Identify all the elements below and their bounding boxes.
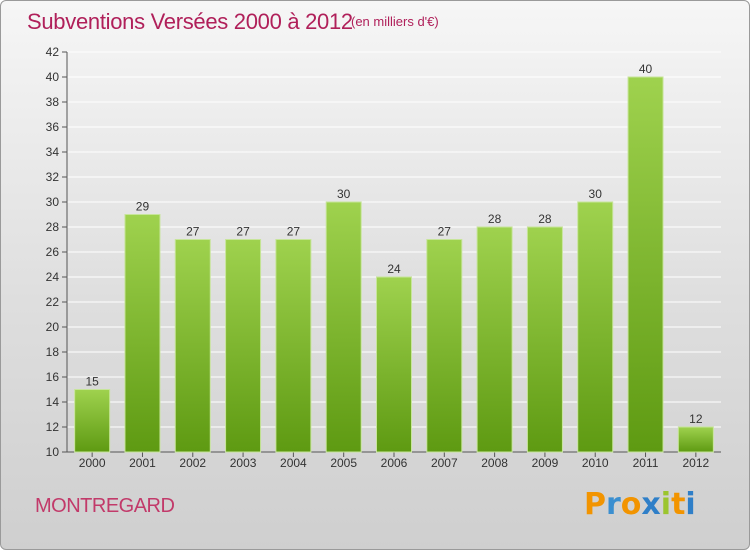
x-tick-label-2001: 2001 xyxy=(129,456,156,470)
logo-letter: r xyxy=(606,487,621,522)
bar-2005 xyxy=(325,201,362,453)
y-tick-label: 34 xyxy=(46,145,60,159)
x-tick-label-2002: 2002 xyxy=(179,456,206,470)
y-tick-label: 26 xyxy=(46,245,60,259)
y-tick-labels: 10 12 14 16 18 20 22 24 26 28 30 32 34 36 38 40 42 xyxy=(46,45,60,459)
logo-letter: o xyxy=(620,487,642,522)
proxiti-logo: Proxiti xyxy=(584,487,696,522)
y-tick-label: 22 xyxy=(46,295,60,309)
y-tick-label: 36 xyxy=(46,120,60,134)
data-label-2006: 24 xyxy=(387,262,401,276)
bar-2004 xyxy=(275,239,312,453)
data-label-2003: 27 xyxy=(236,225,250,239)
data-label-2007: 27 xyxy=(438,225,452,239)
commune-name: MONTREGARD xyxy=(35,495,175,517)
x-tick-label-2012: 2012 xyxy=(682,456,709,470)
data-label-2011: 40 xyxy=(639,62,653,76)
logo-letter: x xyxy=(641,487,661,522)
data-label-2012: 12 xyxy=(689,412,703,426)
chart-title: Subventions Versées 2000 à 2012 xyxy=(27,9,353,34)
x-tick-label-2007: 2007 xyxy=(431,456,458,470)
y-tick-label: 16 xyxy=(46,370,60,384)
bar-2011 xyxy=(627,76,664,453)
x-tick-label-2005: 2005 xyxy=(330,456,357,470)
x-tick-label-2008: 2008 xyxy=(481,456,508,470)
bar-2001 xyxy=(124,214,161,453)
bar-2006 xyxy=(376,276,412,453)
data-label-2000: 15 xyxy=(85,375,99,389)
bar-2010 xyxy=(577,201,614,453)
bar-2008 xyxy=(476,226,513,453)
bar-2007 xyxy=(426,239,463,453)
bar-2002 xyxy=(174,239,211,453)
y-tick-label: 42 xyxy=(46,45,60,59)
y-tick-label: 30 xyxy=(46,195,60,209)
data-label-2009: 28 xyxy=(538,212,552,226)
chart-subtitle: (en milliers d'€) xyxy=(351,14,439,29)
bar-2012 xyxy=(677,426,714,453)
y-tick-label: 10 xyxy=(46,445,60,459)
y-tick-label: 12 xyxy=(46,420,60,434)
logo-letter: t xyxy=(671,487,686,522)
bars xyxy=(74,76,714,453)
data-label-2004: 27 xyxy=(287,225,301,239)
data-labels: 15 29 27 27 27 30 24 27 28 28 30 40 12 xyxy=(85,62,702,426)
x-tick-labels: 2000 2001 2002 2003 2004 2005 2006 2007 2008 2009… xyxy=(79,456,710,470)
y-tick-label: 18 xyxy=(46,345,60,359)
data-label-2008: 28 xyxy=(488,212,502,226)
data-label-2002: 27 xyxy=(186,225,200,239)
x-tick-label-2009: 2009 xyxy=(532,456,559,470)
y-tick-label: 14 xyxy=(46,395,60,409)
bar-2003 xyxy=(225,239,262,453)
y-tick-label: 20 xyxy=(46,320,60,334)
data-label-2005: 30 xyxy=(337,187,351,201)
x-tick-label-2003: 2003 xyxy=(230,456,257,470)
logo-letter: P xyxy=(584,487,606,522)
data-label-2001: 29 xyxy=(136,200,150,214)
y-tick-label: 24 xyxy=(46,270,60,284)
x-tick-label-2004: 2004 xyxy=(280,456,307,470)
y-tick-label: 40 xyxy=(46,70,60,84)
data-label-2010: 30 xyxy=(589,187,603,201)
bar-2009 xyxy=(526,226,563,453)
y-tick-label: 32 xyxy=(46,170,60,184)
y-tick-label: 38 xyxy=(46,95,60,109)
y-tick-label: 28 xyxy=(46,220,60,234)
logo-letter: i xyxy=(685,487,696,522)
logo-letter: i xyxy=(660,487,672,522)
x-tick-label-2011: 2011 xyxy=(633,456,659,470)
x-tick-label-2006: 2006 xyxy=(381,456,408,470)
x-tick-label-2010: 2010 xyxy=(582,456,609,470)
x-tick-label-2000: 2000 xyxy=(79,456,106,470)
bar-2000 xyxy=(74,389,111,453)
